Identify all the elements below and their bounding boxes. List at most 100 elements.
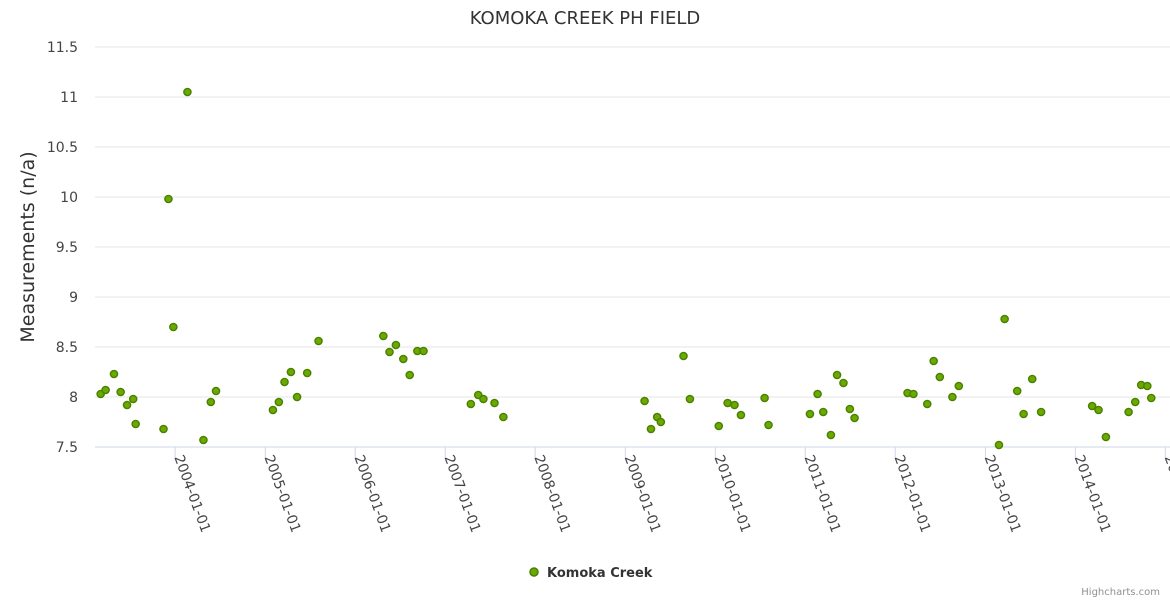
y-tick-label: 8 (69, 390, 78, 406)
data-point[interactable] (131, 419, 140, 429)
data-point[interactable] (479, 394, 488, 404)
x-axis: 2004-01-01 2005-01-01 2006-01-01 2007-01-01… (95, 446, 1170, 535)
data-point[interactable] (640, 396, 649, 406)
y-tick-label: 9 (69, 290, 78, 306)
data-point[interactable] (714, 421, 724, 431)
data-point[interactable] (813, 389, 822, 399)
data-point[interactable] (954, 381, 964, 391)
data-point[interactable] (419, 346, 428, 356)
data-point[interactable] (302, 368, 312, 378)
data-point[interactable] (1101, 432, 1111, 442)
x-tick-label: 2004-01-01 (170, 453, 213, 535)
data-point[interactable] (1019, 409, 1028, 419)
data-point[interactable] (211, 386, 221, 396)
data-point[interactable] (1000, 314, 1009, 324)
y-axis-label: Measurements (n/a) (17, 151, 39, 342)
data-point[interactable] (730, 400, 739, 410)
data-point[interactable] (1094, 405, 1103, 415)
x-tick-label: 2007-01-01 (440, 453, 483, 535)
data-point[interactable] (818, 407, 828, 417)
data-point[interactable] (1012, 386, 1022, 396)
data-point[interactable] (292, 392, 302, 402)
data-point[interactable] (1143, 381, 1152, 391)
data-point[interactable] (1087, 401, 1097, 411)
credit-link[interactable]: Highcharts.com (1081, 587, 1160, 598)
data-point[interactable] (935, 372, 945, 382)
x-tick-label: 2006-01-01 (350, 453, 393, 535)
x-tick-label: 2011-01-01 (801, 453, 844, 535)
data-point[interactable] (948, 392, 957, 402)
data-point[interactable] (723, 398, 732, 408)
data-point[interactable] (109, 369, 119, 379)
y-tick-label: 9.5 (56, 240, 78, 256)
data-point[interactable] (385, 347, 394, 357)
data-point[interactable] (909, 389, 918, 399)
data-point[interactable] (164, 194, 173, 204)
data-point[interactable] (490, 398, 499, 408)
y-tick-label: 11 (60, 90, 78, 106)
data-point[interactable] (274, 397, 284, 407)
data-point[interactable] (685, 394, 695, 404)
y-tick-label: 10 (60, 190, 78, 206)
y-axis-ticks: 7.5 8 8.5 9 9.5 10 10.5 11 11.5 (47, 40, 78, 456)
x-tick-label: 2009-01-01 (621, 453, 664, 535)
data-point[interactable] (405, 370, 415, 380)
data-point[interactable] (199, 435, 208, 445)
data-point[interactable] (1027, 374, 1037, 384)
data-point[interactable] (929, 356, 938, 366)
legend-label[interactable]: Komoka Creek (547, 566, 653, 581)
data-point[interactable] (286, 367, 296, 377)
data-point[interactable] (391, 340, 401, 350)
data-point[interactable] (499, 412, 508, 422)
data-point[interactable] (183, 87, 192, 97)
data-point[interactable] (268, 405, 278, 415)
data-point[interactable] (122, 400, 132, 410)
data-point[interactable] (128, 394, 138, 404)
series-points (96, 87, 1156, 450)
data-point[interactable] (764, 420, 773, 430)
y-tick-label: 8.5 (56, 340, 78, 356)
data-point[interactable] (1124, 407, 1133, 417)
data-point[interactable] (1146, 393, 1156, 403)
data-point[interactable] (839, 378, 848, 388)
data-point[interactable] (850, 413, 859, 423)
data-point[interactable] (826, 430, 836, 440)
grid-lines (95, 46, 1170, 448)
x-tick-label: 2008-01-01 (530, 453, 573, 535)
data-point[interactable] (314, 336, 323, 346)
x-tick-label: 2005-01-01 (261, 453, 304, 535)
data-point[interactable] (922, 399, 932, 409)
data-point[interactable] (646, 424, 656, 434)
y-tick-label: 10.5 (47, 140, 78, 156)
data-point[interactable] (159, 424, 168, 434)
y-tick-label: 11.5 (47, 40, 78, 56)
data-point[interactable] (994, 440, 1004, 450)
data-point[interactable] (832, 370, 842, 380)
data-point[interactable] (280, 377, 289, 387)
legend[interactable]: Komoka Creek (529, 566, 653, 581)
data-point[interactable] (379, 331, 388, 341)
data-point[interactable] (679, 351, 688, 361)
x-tick-label: 2013-01-01 (981, 453, 1024, 535)
data-point[interactable] (736, 410, 746, 420)
x-tick-label: 2012-01-01 (890, 453, 933, 535)
data-point[interactable] (1036, 407, 1046, 417)
data-point[interactable] (845, 404, 855, 414)
data-point[interactable] (760, 393, 769, 403)
data-point[interactable] (101, 385, 110, 395)
legend-marker[interactable] (529, 567, 539, 577)
x-tick-label: 2014-01-01 (1071, 453, 1114, 535)
x-tick-label: 2015-01-01 (1161, 453, 1170, 535)
x-tick-label: 2010-01-01 (711, 453, 754, 535)
data-point[interactable] (805, 409, 815, 419)
data-point[interactable] (169, 322, 178, 332)
y-tick-label: 7.5 (56, 440, 78, 456)
data-point[interactable] (399, 354, 408, 364)
chart-title: KOMOKA CREEK PH FIELD (470, 8, 701, 29)
data-point[interactable] (466, 399, 476, 409)
data-point[interactable] (656, 417, 666, 427)
data-point[interactable] (1130, 397, 1140, 407)
data-point[interactable] (206, 397, 216, 407)
data-point[interactable] (116, 387, 125, 397)
